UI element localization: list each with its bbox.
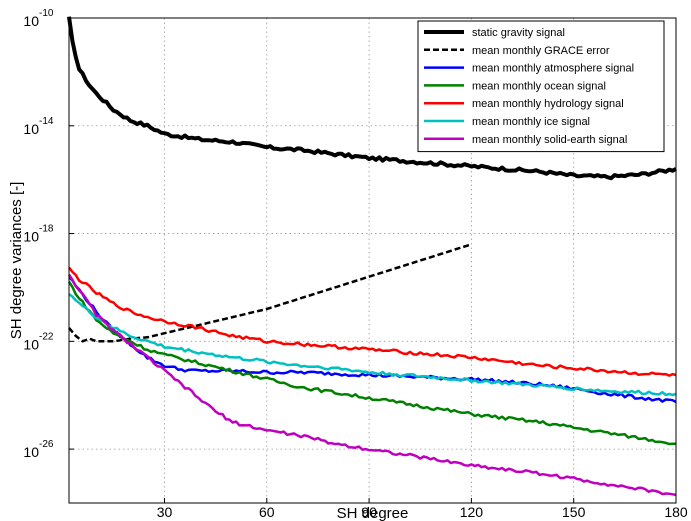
y-tick-base: 10 [23, 444, 39, 460]
series-line [67, 273, 677, 497]
y-tick-label: 10 -18 [23, 224, 53, 245]
series-line [68, 243, 472, 343]
legend-label: mean monthly solid-earth signal [472, 134, 627, 146]
y-tick-base: 10 [23, 121, 39, 137]
legend-entry: mean monthly GRACE error [424, 45, 610, 57]
y-tick-exponent: -26 [39, 439, 54, 450]
legend-label: mean monthly hydrology signal [472, 98, 624, 110]
series-lines [67, 16, 677, 497]
legend: static gravity signal mean monthly GRACE … [417, 20, 665, 153]
legend-entry: mean monthly atmosphere signal [424, 63, 634, 75]
legend-entry: mean monthly hydrology signal [424, 98, 624, 110]
legend-label: mean monthly atmosphere signal [472, 63, 634, 75]
series-line [67, 16, 677, 181]
x-axis-label: SH degree [337, 505, 409, 521]
y-tick-label: 10 -10 [23, 8, 53, 29]
y-tick-base: 10 [23, 229, 39, 245]
y-tick-label: 10 -14 [23, 116, 53, 137]
y-tick-exponent: -14 [39, 116, 54, 127]
series-line [68, 276, 677, 404]
y-tick-base: 10 [23, 13, 39, 29]
legend-label: mean monthly GRACE error [472, 45, 610, 57]
x-tick-label: 90 [361, 504, 377, 520]
x-tick-label: 150 [562, 504, 586, 520]
y-tick-label: 10 -22 [23, 331, 53, 352]
legend-label: mean monthly ocean signal [472, 80, 606, 92]
x-tick-label: 180 [664, 504, 688, 520]
series-line [68, 266, 677, 377]
legend-label: mean monthly ice signal [472, 116, 590, 128]
legend-label: static gravity signal [472, 27, 565, 39]
y-tick-exponent: -10 [39, 8, 54, 19]
legend-entry: mean monthly ice signal [424, 116, 590, 128]
y-tick-label: 10 -26 [23, 439, 53, 460]
series-line [68, 293, 677, 397]
legend-entry: mean monthly solid-earth signal [424, 134, 627, 146]
series-line [67, 281, 677, 446]
y-tick-base: 10 [23, 336, 39, 352]
legend-entry: mean monthly ocean signal [424, 80, 606, 92]
y-axis-label: SH degree variances [-] [8, 182, 25, 340]
legend-entry: static gravity signal [424, 27, 565, 39]
y-tick-exponent: -22 [39, 331, 54, 342]
x-tick-label: 120 [460, 504, 484, 520]
plot-frame [68, 17, 677, 504]
x-axis-ticks: 30 60 90 120 150 180 [157, 498, 688, 520]
x-tick-label: 30 [157, 504, 173, 520]
y-tick-exponent: -18 [39, 224, 54, 235]
x-tick-label: 60 [259, 504, 275, 520]
